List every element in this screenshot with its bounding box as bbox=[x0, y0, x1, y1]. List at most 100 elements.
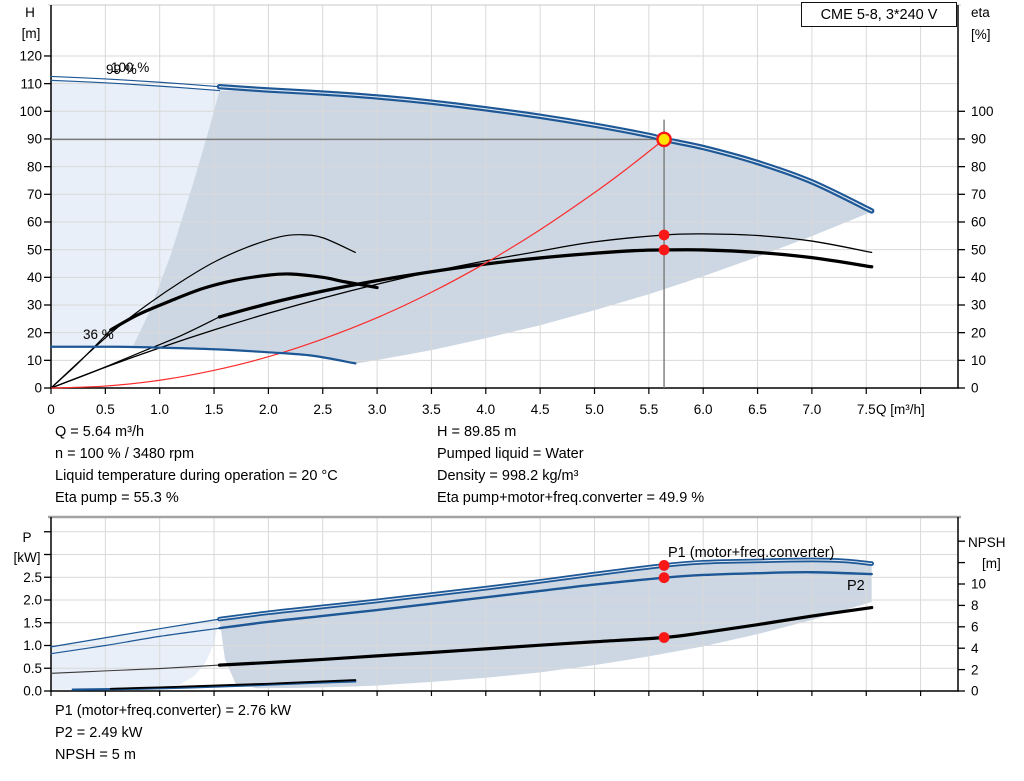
y-tick-label: 0 bbox=[34, 381, 42, 396]
annotation-99-: 99 % bbox=[106, 62, 137, 77]
y-tick-label: 1.0 bbox=[23, 638, 42, 653]
info-eta-pump: Eta pump = 55.3 % bbox=[55, 490, 179, 506]
curve-eta-total-100pct bbox=[217, 248, 874, 319]
x-tick-label: 7.5 bbox=[857, 402, 876, 417]
y2-tick-label: 8 bbox=[971, 598, 979, 613]
power-npsh-chart: 0.0 0.5 1.0 1.5 2.0 2.5 0 2 4 6 8 10 P [kW] NPSH [m] P1 … bbox=[14, 515, 1006, 699]
y2-tick-label: 30 bbox=[971, 298, 986, 313]
y-tick-label: 0.5 bbox=[23, 661, 42, 676]
x-tick-label: 2.5 bbox=[313, 402, 332, 417]
y-tick-label: 20 bbox=[27, 325, 42, 340]
curve-npsh-curve-thin bbox=[50, 664, 221, 674]
duty-dot bbox=[658, 572, 670, 584]
axis-unit-label: [kW] bbox=[14, 550, 41, 565]
curve-p-36pct-black bbox=[109, 679, 357, 690]
y-tick-label: 50 bbox=[27, 242, 42, 257]
x-tick-label: 1.0 bbox=[150, 402, 169, 417]
annotation-100-: 100 % bbox=[111, 60, 149, 75]
y-tick-label: 120 bbox=[19, 49, 42, 64]
curve-pump-curve-100pct-thin bbox=[50, 75, 221, 88]
y2-tick-label: 70 bbox=[971, 187, 986, 202]
y-tick-label: 90 bbox=[27, 132, 42, 147]
axis-unit-label: [%] bbox=[971, 27, 991, 42]
y2-tick-label: 50 bbox=[971, 242, 986, 257]
y-tick-label: 1.5 bbox=[23, 615, 42, 630]
axis-unit-label: H bbox=[25, 5, 35, 20]
axis-unit-label: [m] bbox=[22, 26, 41, 41]
x-tick-label: 1.5 bbox=[205, 402, 224, 417]
x-tick-label: 7.0 bbox=[803, 402, 822, 417]
y2-tick-label: 100 bbox=[971, 104, 994, 119]
annotation-p2: P2 bbox=[847, 578, 865, 594]
curve-eta-total-36pct bbox=[109, 272, 379, 332]
y2-tick-label: 10 bbox=[971, 577, 986, 592]
curve-eta-pump-36pct bbox=[50, 234, 356, 389]
annotation-p1-motor-freq-converter-: P1 (motor+freq.converter) bbox=[668, 545, 834, 561]
y2-tick-label: 90 bbox=[971, 132, 986, 147]
info-eta-total: Eta pump+motor+freq.converter = 49.9 % bbox=[437, 490, 705, 506]
curve-p2-curve bbox=[218, 571, 873, 630]
operating-point-dot bbox=[656, 131, 672, 148]
info-q: Q = 5.64 m³/h bbox=[55, 424, 145, 440]
axis-unit-label: P bbox=[22, 530, 31, 545]
y-tick-label: 100 bbox=[19, 104, 42, 119]
x-tick-label: 4.5 bbox=[531, 402, 550, 417]
x-tick-label: 0 bbox=[47, 402, 55, 417]
y2-tick-label: 40 bbox=[971, 270, 986, 285]
footer-p1: P1 (motor+freq.converter) = 2.76 kW bbox=[55, 703, 292, 719]
y2-tick-label: 4 bbox=[971, 641, 979, 656]
curve-npsh-curve bbox=[217, 605, 874, 667]
y2-tick-label: 2 bbox=[971, 662, 979, 677]
footer-p2: P2 = 2.49 kW bbox=[55, 725, 143, 741]
y2-tick-label: 6 bbox=[971, 620, 979, 635]
curve-pump-curve-36pct bbox=[49, 345, 357, 365]
fill-speed-envelope-main bbox=[132, 90, 872, 364]
y-tick-label: 40 bbox=[27, 270, 42, 285]
x-axis-unit-label: Q [m³/h] bbox=[876, 402, 925, 417]
y2-tick-label: 60 bbox=[971, 215, 986, 230]
curve-p2-curve-thin bbox=[50, 627, 221, 655]
x-tick-label: 3.5 bbox=[422, 402, 441, 417]
axis-unit-label: NPSH bbox=[968, 535, 1006, 550]
y2-tick-label: 80 bbox=[971, 159, 986, 174]
duty-dot bbox=[658, 244, 670, 256]
fill-speed-envelope-light bbox=[51, 80, 220, 348]
duty-dot bbox=[658, 632, 670, 643]
y2-tick-label: 20 bbox=[971, 325, 986, 340]
info-temperature: Liquid temperature during operation = 20… bbox=[55, 468, 338, 484]
curve-system-curve bbox=[50, 138, 665, 389]
hq-eta-chart: 0 10 20 30 40 50 60 70 80 90 100 110 120 0 10 20 30 40 50 6… bbox=[19, 4, 994, 417]
duty-dot bbox=[658, 560, 670, 571]
x-tick-label: 5.5 bbox=[639, 402, 658, 417]
y-tick-label: 0.0 bbox=[23, 684, 42, 699]
curve-pump-curve-99pct-thin bbox=[50, 79, 221, 92]
x-tick-label: 6.0 bbox=[694, 402, 713, 417]
y2-tick-label: 0 bbox=[971, 684, 979, 699]
y2-tick-label: 10 bbox=[971, 353, 986, 368]
x-tick-label: 4.0 bbox=[476, 402, 495, 417]
y-tick-label: 60 bbox=[27, 215, 42, 230]
y-tick-label: 10 bbox=[27, 353, 42, 368]
curve-p1-curve-thin bbox=[50, 618, 221, 648]
x-tick-label: 6.5 bbox=[748, 402, 767, 417]
axis-unit-label: eta bbox=[971, 5, 990, 20]
pump-model-title: CME 5-8, 3*240 V bbox=[801, 2, 957, 27]
annotation-36-: 36 % bbox=[83, 327, 114, 342]
x-tick-label: 3.0 bbox=[368, 402, 387, 417]
curve-p1-inner-line bbox=[218, 559, 873, 620]
duty-dot bbox=[658, 229, 670, 241]
info-h: H = 89.85 m bbox=[437, 424, 517, 440]
footer-npsh: NPSH = 5 m bbox=[55, 747, 136, 763]
info-density: Density = 998.2 kg/m³ bbox=[437, 468, 579, 484]
axis-unit-label: [m] bbox=[982, 556, 1001, 571]
x-tick-label: 0.5 bbox=[96, 402, 115, 417]
info-speed: n = 100 % / 3480 rpm bbox=[55, 446, 195, 462]
y-tick-label: 2.5 bbox=[23, 570, 42, 585]
curve-pump-curve-inner-line bbox=[218, 86, 873, 212]
y-tick-label: 2.0 bbox=[23, 593, 42, 608]
x-tick-label: 2.0 bbox=[259, 402, 278, 417]
y-tick-label: 110 bbox=[20, 76, 42, 91]
y2-tick-label: 0 bbox=[971, 381, 979, 396]
